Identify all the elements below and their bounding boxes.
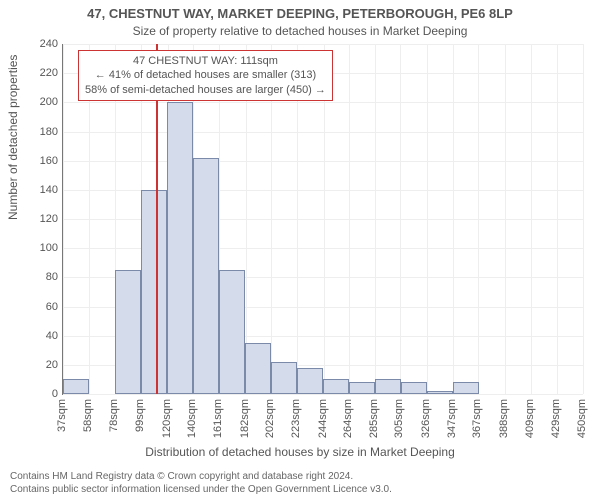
histogram-bar <box>115 270 141 394</box>
page-title-line1: 47, CHESTNUT WAY, MARKET DEEPING, PETERB… <box>0 6 600 21</box>
histogram-bar <box>167 102 193 394</box>
gridline-vertical <box>63 44 64 394</box>
y-tick-label: 80 <box>28 271 58 283</box>
attribution-footer: Contains HM Land Registry data © Crown c… <box>10 471 392 496</box>
histogram-bar <box>375 379 401 394</box>
x-tick-label: 120sqm <box>161 399 173 438</box>
y-tick-label: 160 <box>28 155 58 167</box>
histogram-bar <box>271 362 297 394</box>
x-tick-label: 305sqm <box>393 399 405 438</box>
y-tick-label: 20 <box>28 359 58 371</box>
x-tick-label: 99sqm <box>134 399 146 432</box>
histogram-bar <box>453 382 479 394</box>
y-tick-label: 220 <box>28 67 58 79</box>
histogram-bar <box>219 270 245 394</box>
reference-infobox: 47 CHESTNUT WAY: 111sqm← 41% of detached… <box>78 50 333 101</box>
y-tick-label: 180 <box>28 126 58 138</box>
y-tick-label: 120 <box>28 213 58 225</box>
gridline-vertical <box>349 44 350 394</box>
infobox-line: 58% of semi-detached houses are larger (… <box>85 83 326 97</box>
y-tick-label: 40 <box>28 330 58 342</box>
gridline-horizontal <box>63 394 583 395</box>
histogram-bar <box>193 158 219 394</box>
x-tick-label: 347sqm <box>446 399 458 438</box>
gridline-vertical <box>400 44 401 394</box>
x-tick-label: 450sqm <box>576 399 588 438</box>
histogram-plot: 47 CHESTNUT WAY: 111sqm← 41% of detached… <box>62 44 583 395</box>
y-tick-label: 100 <box>28 242 58 254</box>
gridline-vertical <box>427 44 428 394</box>
y-axis-label: Number of detached properties <box>6 55 20 220</box>
y-tick-label: 200 <box>28 96 58 108</box>
infobox-line: ← 41% of detached houses are smaller (31… <box>85 68 326 82</box>
x-tick-label: 244sqm <box>317 399 329 438</box>
histogram-bar <box>349 382 375 394</box>
x-tick-label: 429sqm <box>550 399 562 438</box>
x-tick-label: 367sqm <box>471 399 483 438</box>
gridline-vertical <box>557 44 558 394</box>
histogram-bar <box>401 382 427 394</box>
x-tick-label: 202sqm <box>264 399 276 438</box>
footer-line2: Contains public sector information licen… <box>10 484 392 497</box>
y-tick-label: 140 <box>28 184 58 196</box>
gridline-vertical <box>531 44 532 394</box>
x-tick-label: 161sqm <box>212 399 224 438</box>
gridline-vertical <box>583 44 584 394</box>
x-tick-label: 223sqm <box>290 399 302 438</box>
y-tick-label: 0 <box>28 388 58 400</box>
x-axis-label: Distribution of detached houses by size … <box>0 445 600 459</box>
histogram-bar <box>323 379 349 394</box>
histogram-bar <box>297 368 323 394</box>
x-tick-label: 264sqm <box>342 399 354 438</box>
histogram-bar <box>427 391 453 394</box>
x-tick-label: 388sqm <box>498 399 510 438</box>
x-tick-label: 78sqm <box>108 399 120 432</box>
histogram-bar <box>141 190 167 394</box>
x-tick-label: 37sqm <box>56 399 68 432</box>
y-tick-label: 60 <box>28 301 58 313</box>
x-tick-label: 409sqm <box>524 399 536 438</box>
y-tick-label: 240 <box>28 38 58 50</box>
x-tick-label: 182sqm <box>239 399 251 438</box>
gridline-vertical <box>375 44 376 394</box>
x-tick-label: 58sqm <box>82 399 94 432</box>
gridline-vertical <box>505 44 506 394</box>
x-tick-label: 140sqm <box>186 399 198 438</box>
footer-line1: Contains HM Land Registry data © Crown c… <box>10 471 392 484</box>
infobox-line: 47 CHESTNUT WAY: 111sqm <box>85 54 326 68</box>
gridline-vertical <box>478 44 479 394</box>
histogram-bar <box>245 343 271 394</box>
page-title-line2: Size of property relative to detached ho… <box>0 24 600 38</box>
x-tick-label: 326sqm <box>420 399 432 438</box>
histogram-bar <box>63 379 89 394</box>
x-tick-label: 285sqm <box>368 399 380 438</box>
gridline-vertical <box>453 44 454 394</box>
